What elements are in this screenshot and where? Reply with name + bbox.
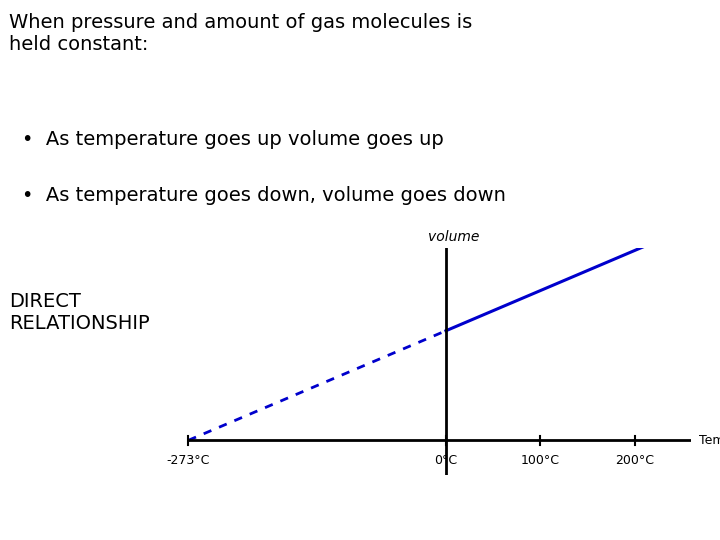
Text: •  As temperature goes up volume goes up: • As temperature goes up volume goes up — [22, 130, 444, 148]
Text: 0°C: 0°C — [434, 454, 457, 467]
Text: 200°C: 200°C — [615, 454, 654, 467]
Text: -273°C: -273°C — [166, 454, 210, 467]
Text: volume: volume — [428, 230, 479, 244]
Text: 100°C: 100°C — [521, 454, 559, 467]
Text: Temperature (°C): Temperature (°C) — [698, 434, 720, 447]
Text: •  As temperature goes down, volume goes down: • As temperature goes down, volume goes … — [22, 186, 505, 205]
Text: When pressure and amount of gas molecules is
held constant:: When pressure and amount of gas molecule… — [9, 14, 472, 55]
Text: DIRECT
RELATIONSHIP: DIRECT RELATIONSHIP — [9, 292, 150, 333]
